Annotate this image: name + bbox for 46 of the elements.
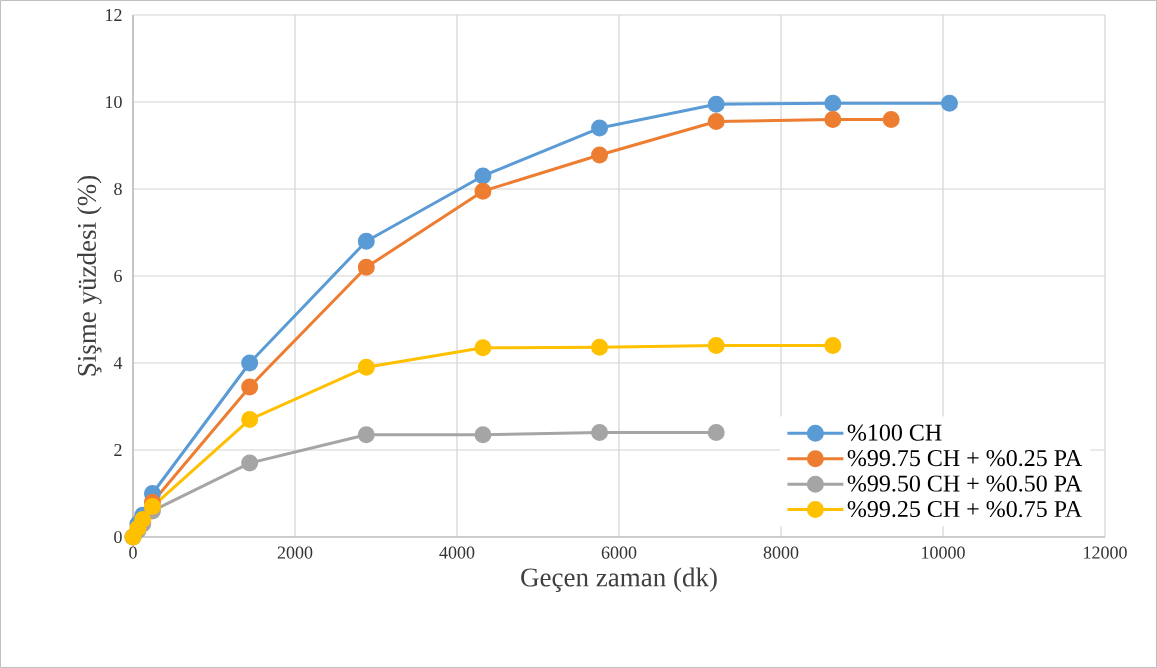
- x-tick-label: 0: [129, 546, 137, 559]
- y-axis-title: Şişme yüzdesi (%): [77, 175, 102, 376]
- point: [824, 94, 842, 112]
- y-tick-label: 12: [106, 9, 122, 21]
- x-tick-label: 6000: [601, 546, 637, 559]
- point: [474, 426, 492, 444]
- y-tick-label: 0: [114, 530, 122, 544]
- y-tick-label: 6: [114, 269, 122, 283]
- x-axis-title: Geçen zaman (dk): [521, 567, 717, 593]
- x-tick-label: 12000: [1084, 546, 1127, 559]
- y-tick-label: 4: [113, 357, 123, 369]
- legend-label: %99.75 CH + %0.25 PA: [847, 449, 1083, 467]
- point: [241, 378, 259, 396]
- point: [241, 354, 259, 372]
- point: [474, 339, 492, 357]
- x-tick-label: 2000: [277, 546, 313, 559]
- point: [824, 110, 842, 128]
- point: [591, 119, 609, 137]
- point: [357, 232, 375, 250]
- point: [707, 424, 725, 442]
- point: [241, 411, 259, 429]
- point: [940, 94, 958, 112]
- point: [241, 454, 259, 472]
- legend-label: %100 CH: [847, 424, 942, 441]
- point: [143, 498, 161, 516]
- x-tick-label: 10000: [922, 546, 965, 559]
- x-tick-label: 8000: [763, 546, 799, 559]
- legend-label: %99.25 CH + %0.75 PA: [847, 500, 1083, 518]
- point: [591, 146, 609, 164]
- y-tick-label: 2: [114, 444, 122, 456]
- point: [474, 182, 492, 200]
- point: [707, 95, 725, 113]
- point: [591, 424, 609, 442]
- point: [591, 338, 609, 356]
- point: [357, 426, 375, 444]
- y-tick-label: 8: [114, 182, 122, 196]
- point: [474, 167, 492, 185]
- point: [357, 258, 375, 276]
- point: [707, 337, 725, 355]
- y-tick-label: 10: [106, 95, 122, 109]
- point: [707, 113, 725, 131]
- point: [882, 110, 900, 128]
- point: [824, 337, 842, 355]
- x-tick-label: 4000: [439, 546, 475, 559]
- legend-label: %99.50 CH + %0.50 PA: [847, 475, 1083, 492]
- point: [357, 358, 375, 376]
